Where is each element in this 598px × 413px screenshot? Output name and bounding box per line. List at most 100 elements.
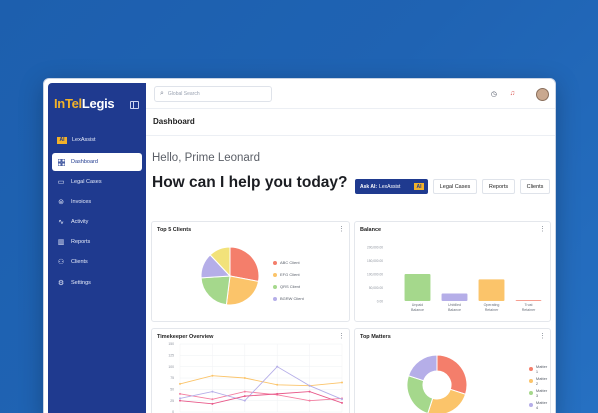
data-point[interactable] bbox=[243, 377, 246, 379]
y-tick-label: 100 bbox=[168, 365, 174, 369]
x-tick-label: Balance bbox=[448, 308, 461, 312]
more-menu-icon[interactable]: ⋮ bbox=[338, 333, 345, 340]
bar-chart-icon: ▥ bbox=[57, 238, 65, 246]
search-input[interactable]: ⌕ Global Search bbox=[154, 86, 272, 102]
data-point[interactable] bbox=[308, 390, 311, 393]
legend-label: QRS Client bbox=[280, 284, 301, 289]
bell-icon[interactable]: ♫ bbox=[509, 90, 515, 97]
panel-title: Top 5 Clients bbox=[157, 227, 192, 233]
data-point[interactable] bbox=[179, 397, 181, 400]
sidebar-item-legal-cases[interactable]: ▭ Legal Cases bbox=[52, 173, 142, 191]
legend-label: Matter 3 bbox=[535, 388, 548, 398]
sidebar-item-settings[interactable]: ⚙ Settings bbox=[52, 274, 142, 292]
data-point[interactable] bbox=[243, 399, 246, 402]
legend-item: Matter 4 bbox=[529, 400, 550, 410]
legend-label: BGRW Client bbox=[280, 296, 304, 301]
chip-clients[interactable]: Clients bbox=[520, 179, 550, 194]
chip-legal-cases[interactable]: Legal Cases bbox=[433, 179, 477, 194]
data-point[interactable] bbox=[179, 392, 181, 395]
legend-label: Matter 2 bbox=[535, 376, 548, 386]
y-tick-label: 125 bbox=[168, 354, 174, 358]
data-point[interactable] bbox=[308, 399, 311, 402]
dollar-icon: ⊜ bbox=[58, 198, 64, 206]
x-tick-label: Trust bbox=[524, 303, 532, 307]
more-menu-icon[interactable]: ⋮ bbox=[539, 333, 546, 340]
series-line[interactable] bbox=[179, 391, 343, 402]
sidebar-item-label: Clients bbox=[71, 259, 88, 265]
pie-slice[interactable] bbox=[200, 275, 231, 306]
data-point[interactable] bbox=[276, 383, 279, 386]
panel-top-matters: Top Matters ⋮ Matter 1 Matter 2 Matter 3 Ma… bbox=[354, 328, 551, 413]
bar[interactable] bbox=[515, 300, 542, 301]
x-tick-label: Unpaid bbox=[412, 303, 423, 307]
panel-top-clients: Top 5 Clients ⋮ ABC Client EFG Client QRS … bbox=[151, 221, 350, 322]
pie-slice[interactable] bbox=[225, 275, 260, 306]
more-menu-icon[interactable]: ⋮ bbox=[539, 226, 546, 233]
data-point[interactable] bbox=[341, 381, 343, 384]
sidebar-toggle-icon[interactable] bbox=[130, 101, 139, 109]
app-logo[interactable]: InTelLegis bbox=[54, 96, 115, 111]
panel-timekeeper: Timekeeper Overview ⋮ 1501251007550250Ja… bbox=[151, 328, 350, 413]
legend-item: Matter 1 bbox=[529, 364, 550, 374]
sidebar-item-invoices[interactable]: ⊜ Invoices bbox=[52, 193, 142, 211]
sidebar-item-label: Settings bbox=[71, 280, 91, 286]
data-point[interactable] bbox=[341, 398, 343, 401]
logo-part-1: InTel bbox=[54, 96, 82, 111]
sidebar-item-dashboard[interactable]: Dashboard bbox=[52, 153, 142, 171]
sidebar-item-label: Reports bbox=[71, 239, 91, 245]
pie-slice[interactable] bbox=[229, 246, 260, 283]
legend-label: Matter 4 bbox=[535, 400, 548, 410]
data-point[interactable] bbox=[276, 365, 279, 368]
pie-slice[interactable] bbox=[209, 246, 231, 278]
data-point[interactable] bbox=[211, 390, 214, 393]
activity-icon: ∿ bbox=[58, 218, 64, 226]
lexassist-icon: AI bbox=[414, 183, 424, 190]
bar[interactable] bbox=[404, 274, 431, 301]
pie-slice[interactable] bbox=[406, 375, 434, 413]
pie-slice[interactable] bbox=[436, 354, 468, 395]
legend-swatch bbox=[273, 272, 277, 277]
bar[interactable] bbox=[478, 279, 505, 301]
pie-slice[interactable] bbox=[407, 354, 438, 382]
avatar[interactable] bbox=[536, 88, 549, 101]
data-point[interactable] bbox=[211, 374, 214, 377]
legend-item: Matter 3 bbox=[529, 388, 550, 398]
sidebar-item-label: Invoices bbox=[71, 199, 92, 205]
page-header: Dashboard bbox=[146, 109, 555, 136]
sidebar-item-clients[interactable]: ⚇ Clients bbox=[52, 253, 142, 271]
timer-icon[interactable]: ◷ bbox=[490, 91, 497, 98]
logo-part-2: Legis bbox=[81, 96, 115, 111]
sidebar-item-activity[interactable]: ∿ Activity bbox=[52, 213, 142, 231]
data-point[interactable] bbox=[243, 395, 246, 398]
data-point[interactable] bbox=[243, 390, 246, 393]
data-point[interactable] bbox=[179, 399, 181, 402]
legend-item: BGRW Client bbox=[273, 296, 304, 301]
legend-label: EFG Client bbox=[280, 272, 300, 277]
app-window: InTelLegis AI LexAssist Dashboard ▭ Lega… bbox=[43, 78, 556, 413]
data-point[interactable] bbox=[211, 402, 214, 405]
y-tick-label: 150,000.00 bbox=[367, 259, 383, 263]
sidebar-item-lexassist[interactable]: AI LexAssist bbox=[52, 131, 142, 149]
series-line[interactable] bbox=[179, 391, 343, 405]
sidebar-item-reports[interactable]: ▥ Reports bbox=[52, 233, 142, 251]
legend-label: Matter 1 bbox=[535, 364, 548, 374]
legend-item: EFG Client bbox=[273, 272, 300, 277]
x-tick-label: Balance bbox=[411, 308, 424, 312]
series-line[interactable] bbox=[179, 375, 343, 387]
data-point[interactable] bbox=[341, 401, 343, 404]
data-point[interactable] bbox=[211, 398, 214, 401]
legend-swatch bbox=[273, 284, 277, 289]
ask-ai-button[interactable]: Ask AI: LexAssist AI bbox=[355, 179, 428, 194]
bar[interactable] bbox=[441, 293, 468, 301]
y-tick-label: 0 bbox=[172, 410, 174, 413]
top-matters-donut-chart bbox=[406, 354, 468, 413]
more-menu-icon[interactable]: ⋮ bbox=[338, 226, 345, 233]
data-point[interactable] bbox=[308, 384, 311, 387]
pie-slice[interactable] bbox=[427, 388, 467, 413]
y-tick-label: 100,000.00 bbox=[367, 273, 383, 277]
chip-reports[interactable]: Reports bbox=[482, 179, 515, 194]
y-tick-label: 0.00 bbox=[377, 300, 383, 304]
data-point[interactable] bbox=[179, 382, 181, 385]
data-point[interactable] bbox=[276, 392, 279, 395]
series-line[interactable] bbox=[179, 366, 343, 402]
